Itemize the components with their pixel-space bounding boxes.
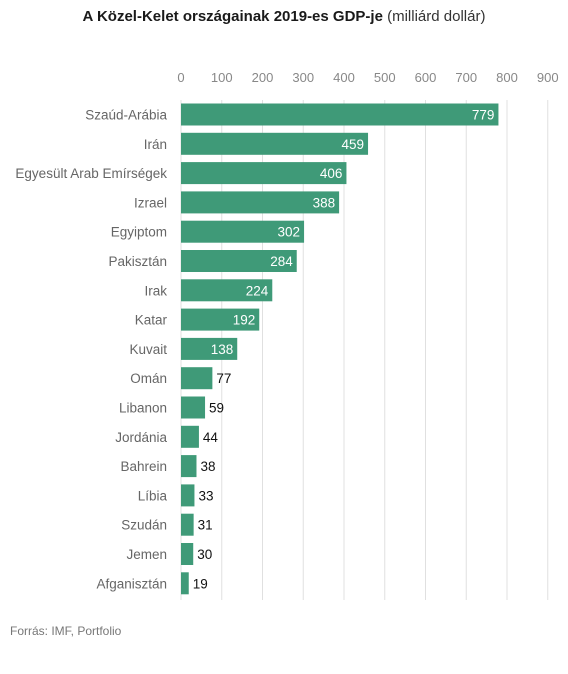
bar bbox=[181, 425, 199, 448]
data-label: 31 bbox=[198, 518, 213, 533]
bar bbox=[181, 543, 194, 565]
data-label: 284 bbox=[270, 254, 293, 269]
data-label: 406 bbox=[320, 166, 343, 181]
bar bbox=[181, 132, 369, 155]
bar bbox=[181, 308, 260, 331]
x-tick-label: 800 bbox=[496, 70, 518, 85]
bar bbox=[181, 250, 297, 272]
data-label: 44 bbox=[203, 430, 219, 445]
data-label: 388 bbox=[313, 195, 336, 210]
data-label: 19 bbox=[193, 576, 208, 591]
x-tick-label: 500 bbox=[374, 70, 396, 85]
bar-chart: 0 100 200 300 400 500 600 700 800 900 Szaúd-Arábia… bbox=[15, 70, 559, 600]
category-label: Szaúd-Arábia bbox=[85, 108, 167, 123]
data-label: 33 bbox=[198, 488, 213, 503]
bar bbox=[181, 191, 340, 214]
data-label: 38 bbox=[200, 459, 215, 474]
category-label: Jordánia bbox=[115, 430, 167, 445]
category-label: Afganisztán bbox=[96, 576, 167, 591]
bar bbox=[181, 279, 273, 302]
x-tick-label: 100 bbox=[211, 70, 233, 85]
data-label: 459 bbox=[342, 137, 365, 152]
bar bbox=[181, 455, 197, 478]
bar bbox=[181, 337, 238, 360]
category-label: Jemen bbox=[126, 547, 167, 562]
source-note: Forrás: IMF, Portfolio bbox=[10, 624, 122, 638]
bar bbox=[181, 572, 189, 595]
data-label: 138 bbox=[211, 342, 234, 357]
x-tick-label: 200 bbox=[252, 70, 274, 85]
category-label: Bahrein bbox=[120, 459, 167, 474]
bar bbox=[181, 103, 499, 126]
x-tick-label: 300 bbox=[292, 70, 314, 85]
bar bbox=[181, 367, 213, 390]
bar bbox=[181, 220, 305, 243]
category-label: Irán bbox=[144, 137, 167, 152]
category-label: Szudán bbox=[121, 518, 167, 533]
data-label: 779 bbox=[472, 108, 495, 123]
data-label: 302 bbox=[278, 225, 301, 240]
bar bbox=[181, 396, 206, 419]
x-tick-label: 0 bbox=[177, 70, 184, 85]
category-label: Katar bbox=[135, 313, 168, 328]
chart-title: A Közel-Kelet országainak 2019-es GDP-je bbox=[82, 8, 383, 25]
data-label: 59 bbox=[209, 401, 224, 416]
x-tick-label: 600 bbox=[415, 70, 437, 85]
bar bbox=[181, 484, 195, 507]
category-label: Kuvait bbox=[129, 342, 167, 357]
chart-subtitle: (milliárd dollár) bbox=[387, 8, 486, 25]
x-tick-label: 900 bbox=[537, 70, 559, 85]
x-tick-label: 400 bbox=[333, 70, 355, 85]
bar bbox=[181, 513, 194, 536]
data-label: 77 bbox=[216, 371, 231, 386]
category-label: Egyesült Arab Emírségek bbox=[15, 166, 167, 181]
category-label: Omán bbox=[130, 371, 167, 386]
category-label: Izrael bbox=[134, 195, 167, 210]
category-label: Egyiptom bbox=[111, 225, 167, 240]
chart-title-block: A Közel-Kelet országainak 2019-es GDP-je… bbox=[0, 8, 568, 25]
bar bbox=[181, 162, 347, 185]
category-label: Libanon bbox=[119, 401, 167, 416]
data-label: 192 bbox=[233, 313, 256, 328]
category-label: Pakisztán bbox=[108, 254, 167, 269]
category-label: Líbia bbox=[138, 488, 168, 503]
data-label: 30 bbox=[197, 547, 212, 562]
category-label: Irak bbox=[144, 283, 167, 298]
data-label: 224 bbox=[246, 283, 269, 298]
x-tick-label: 700 bbox=[455, 70, 477, 85]
